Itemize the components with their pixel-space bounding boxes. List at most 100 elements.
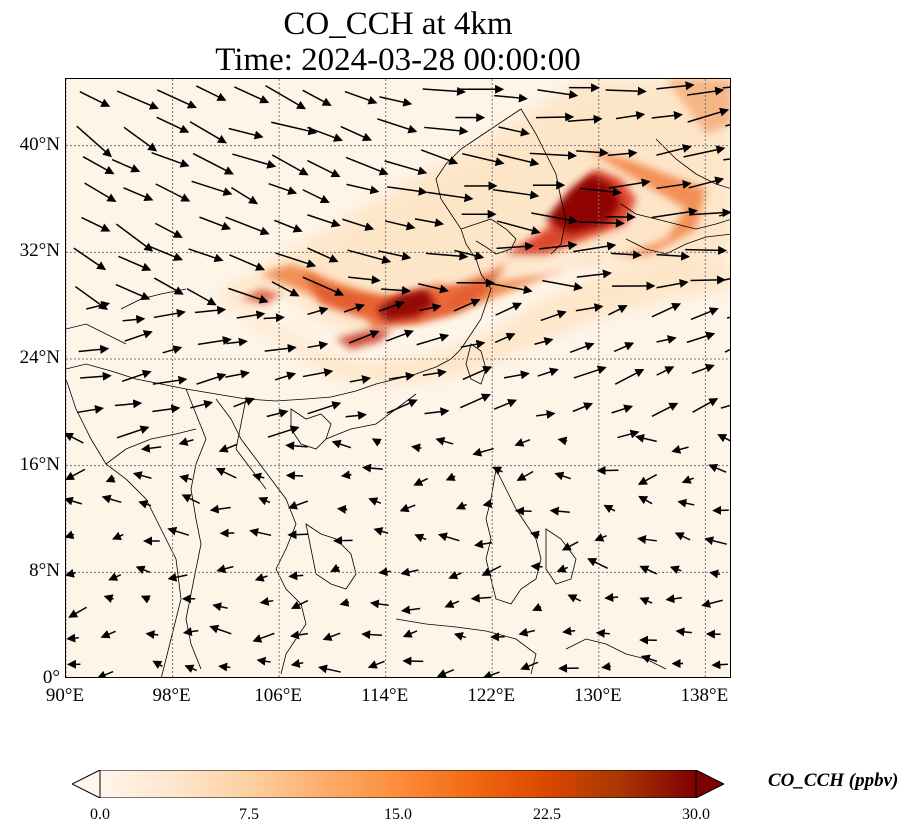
wind-arrow: [115, 223, 154, 252]
wind-arrow: [608, 305, 628, 316]
wind-arrow: [569, 342, 595, 354]
wind-arrow: [66, 496, 83, 506]
wind-arrow: [381, 285, 411, 295]
wind-arrow: [399, 503, 416, 513]
wind-arrow: [100, 630, 116, 639]
wind-arrow: [268, 182, 298, 195]
wind-arrow: [344, 90, 378, 105]
wind-arrow: [726, 316, 730, 319]
wind-arrow: [690, 307, 719, 321]
wind-arrow: [424, 407, 450, 417]
wind-arrow: [722, 86, 730, 89]
wind-arrow: [348, 330, 380, 344]
wind-arrow: [156, 116, 190, 133]
wind-vectors: [66, 81, 730, 677]
wind-arrow: [216, 564, 234, 574]
wind-arrow: [549, 506, 570, 516]
chart-title: CO_CCH at 4km: [283, 6, 513, 42]
wind-arrow: [287, 530, 308, 540]
wind-arrow: [595, 628, 610, 638]
wind-arrow: [225, 369, 250, 379]
wind-arrow: [234, 86, 270, 104]
wind-arrow: [118, 255, 152, 272]
wind-arrow: [554, 471, 572, 481]
wind-arrow: [66, 568, 76, 578]
wind-arrow: [116, 90, 159, 110]
wind-arrow: [378, 300, 405, 312]
wind-arrow: [86, 300, 111, 310]
wind-arrow: [494, 332, 516, 344]
wind-arrow: [635, 433, 657, 443]
wind-arrow: [156, 89, 197, 109]
wind-arrow: [190, 399, 214, 409]
wind-arrow: [290, 659, 304, 668]
wind-arrow: [470, 593, 492, 603]
wind-arrow: [266, 408, 289, 418]
wind-arrow: [302, 276, 345, 296]
wind-arrow: [614, 368, 645, 385]
wind-arrow: [155, 183, 191, 202]
wind-arrow: [135, 565, 151, 575]
wind-arrow: [607, 148, 638, 158]
wind-arrow: [651, 303, 682, 318]
x-tick-label: 90°E: [45, 685, 85, 706]
wind-arrow: [108, 572, 122, 581]
wind-arrow: [534, 337, 554, 346]
wind-arrow: [81, 216, 111, 232]
wind-arrow: [473, 539, 493, 549]
wind-arrow: [594, 533, 607, 542]
wind-arrow: [73, 247, 107, 271]
wind-arrow: [573, 365, 607, 379]
wind-arrow: [285, 471, 304, 481]
wind-arrow: [455, 501, 467, 510]
wind-arrow: [615, 111, 646, 120]
wind-arrow: [162, 345, 183, 354]
wind-arrow: [498, 126, 530, 137]
wind-arrow: [422, 86, 466, 96]
wind-arrow: [307, 126, 343, 142]
wind-arrow: [494, 93, 528, 103]
wind-arrow: [416, 333, 450, 346]
wind-arrow: [123, 126, 158, 152]
wind-arrow: [400, 605, 421, 615]
wind-arrow: [587, 558, 609, 570]
wind-arrow: [472, 447, 494, 457]
wind-arrow: [532, 602, 543, 612]
wind-arrow: [340, 125, 372, 142]
wind-arrow: [68, 606, 87, 618]
wind-arrow: [233, 397, 255, 408]
wind-arrow: [674, 532, 691, 541]
wind-arrow: [189, 121, 227, 144]
wind-arrow: [140, 595, 151, 604]
wind-arrow: [567, 594, 582, 603]
wind-arrow: [400, 567, 419, 577]
wind-arrow: [683, 145, 726, 158]
wind-arrow: [420, 149, 459, 165]
x-tick-label: 130°E: [573, 685, 622, 706]
wind-arrow: [345, 156, 389, 176]
wind-arrow: [152, 375, 188, 385]
wind-arrow: [318, 664, 341, 674]
wind-arrow: [562, 626, 576, 636]
wind-arrow: [153, 308, 186, 319]
wind-arrow: [349, 375, 372, 384]
wind-arrow: [579, 187, 622, 197]
wind-arrow: [617, 429, 640, 439]
wind-arrow: [140, 443, 162, 453]
wind-arrow: [520, 661, 539, 671]
wind-arrow: [503, 370, 530, 380]
wind-arrow: [414, 218, 445, 228]
wind-arrow: [425, 251, 469, 261]
wind-arrow: [271, 154, 309, 176]
wind-arrow: [307, 306, 329, 316]
wind-arrow: [122, 314, 146, 324]
wind-arrow: [196, 372, 227, 385]
wind-arrow: [444, 599, 460, 608]
wind-arrow: [492, 188, 540, 200]
wind-arrow: [271, 121, 318, 136]
wind-arrow: [675, 627, 692, 637]
y-tick-label: 24°N: [19, 347, 60, 368]
wind-arrow: [387, 186, 428, 196]
wind-arrow: [561, 541, 579, 551]
wind-arrow: [79, 91, 111, 107]
